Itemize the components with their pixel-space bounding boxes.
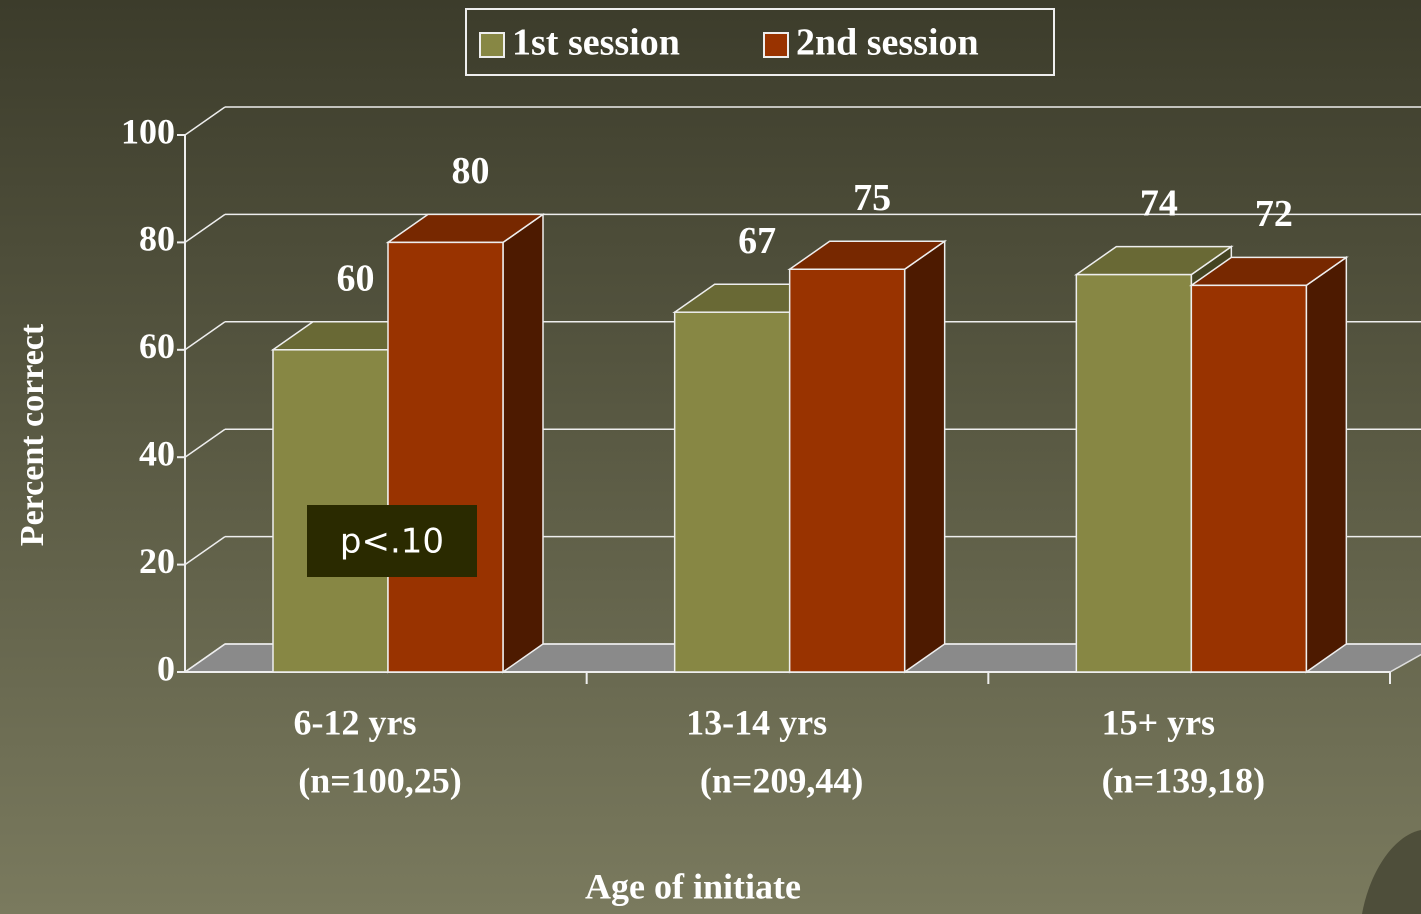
x-axis-title: Age of initiate [585,866,801,906]
value-label: 75 [853,177,891,219]
legend-swatch [763,32,789,58]
bar-side [502,212,544,674]
legend-box [465,8,1055,76]
grid-line [184,535,226,566]
y-tick-label: 60 [139,326,175,366]
bar [387,241,504,673]
y-tick-label: 80 [139,219,175,259]
x-tick-label: 15+ yrs [1102,702,1216,742]
x-tick-label: (n=209,44) [700,760,864,800]
x-tick-label: 13-14 yrs [686,702,827,742]
x-tick-label: 6-12 yrs [294,702,417,742]
grid-line [184,213,226,244]
x-tick-label: (n=139,18) [1102,760,1266,800]
bar-side [1305,255,1348,674]
y-tick-label: 20 [139,541,175,581]
bar [1190,284,1308,673]
x-tick-label: (n=100,25) [298,760,462,800]
value-label: 74 [1140,182,1178,224]
legend-swatch [479,32,505,58]
y-tick-label: 100 [121,111,175,151]
bar [788,268,906,673]
legend-label: 1st session [512,22,680,64]
value-label: 67 [738,220,776,262]
grid-line [184,106,226,136]
y-tick-label: 40 [139,433,175,473]
decoration [1362,830,1421,914]
grid-line [184,643,226,673]
value-label: 80 [452,150,490,192]
value-label: 60 [337,258,375,300]
grid-line [184,321,226,351]
annotation: p<.10 [340,522,444,562]
bar-side [903,239,946,674]
bar [673,311,791,673]
value-label: 72 [1255,193,1293,235]
y-tick-label: 0 [157,648,175,688]
y-axis-title: Percent correct [14,323,51,546]
legend-label: 2nd session [796,22,979,64]
grid-line [184,428,226,458]
annotation-box [307,505,477,577]
bar [1075,273,1193,673]
